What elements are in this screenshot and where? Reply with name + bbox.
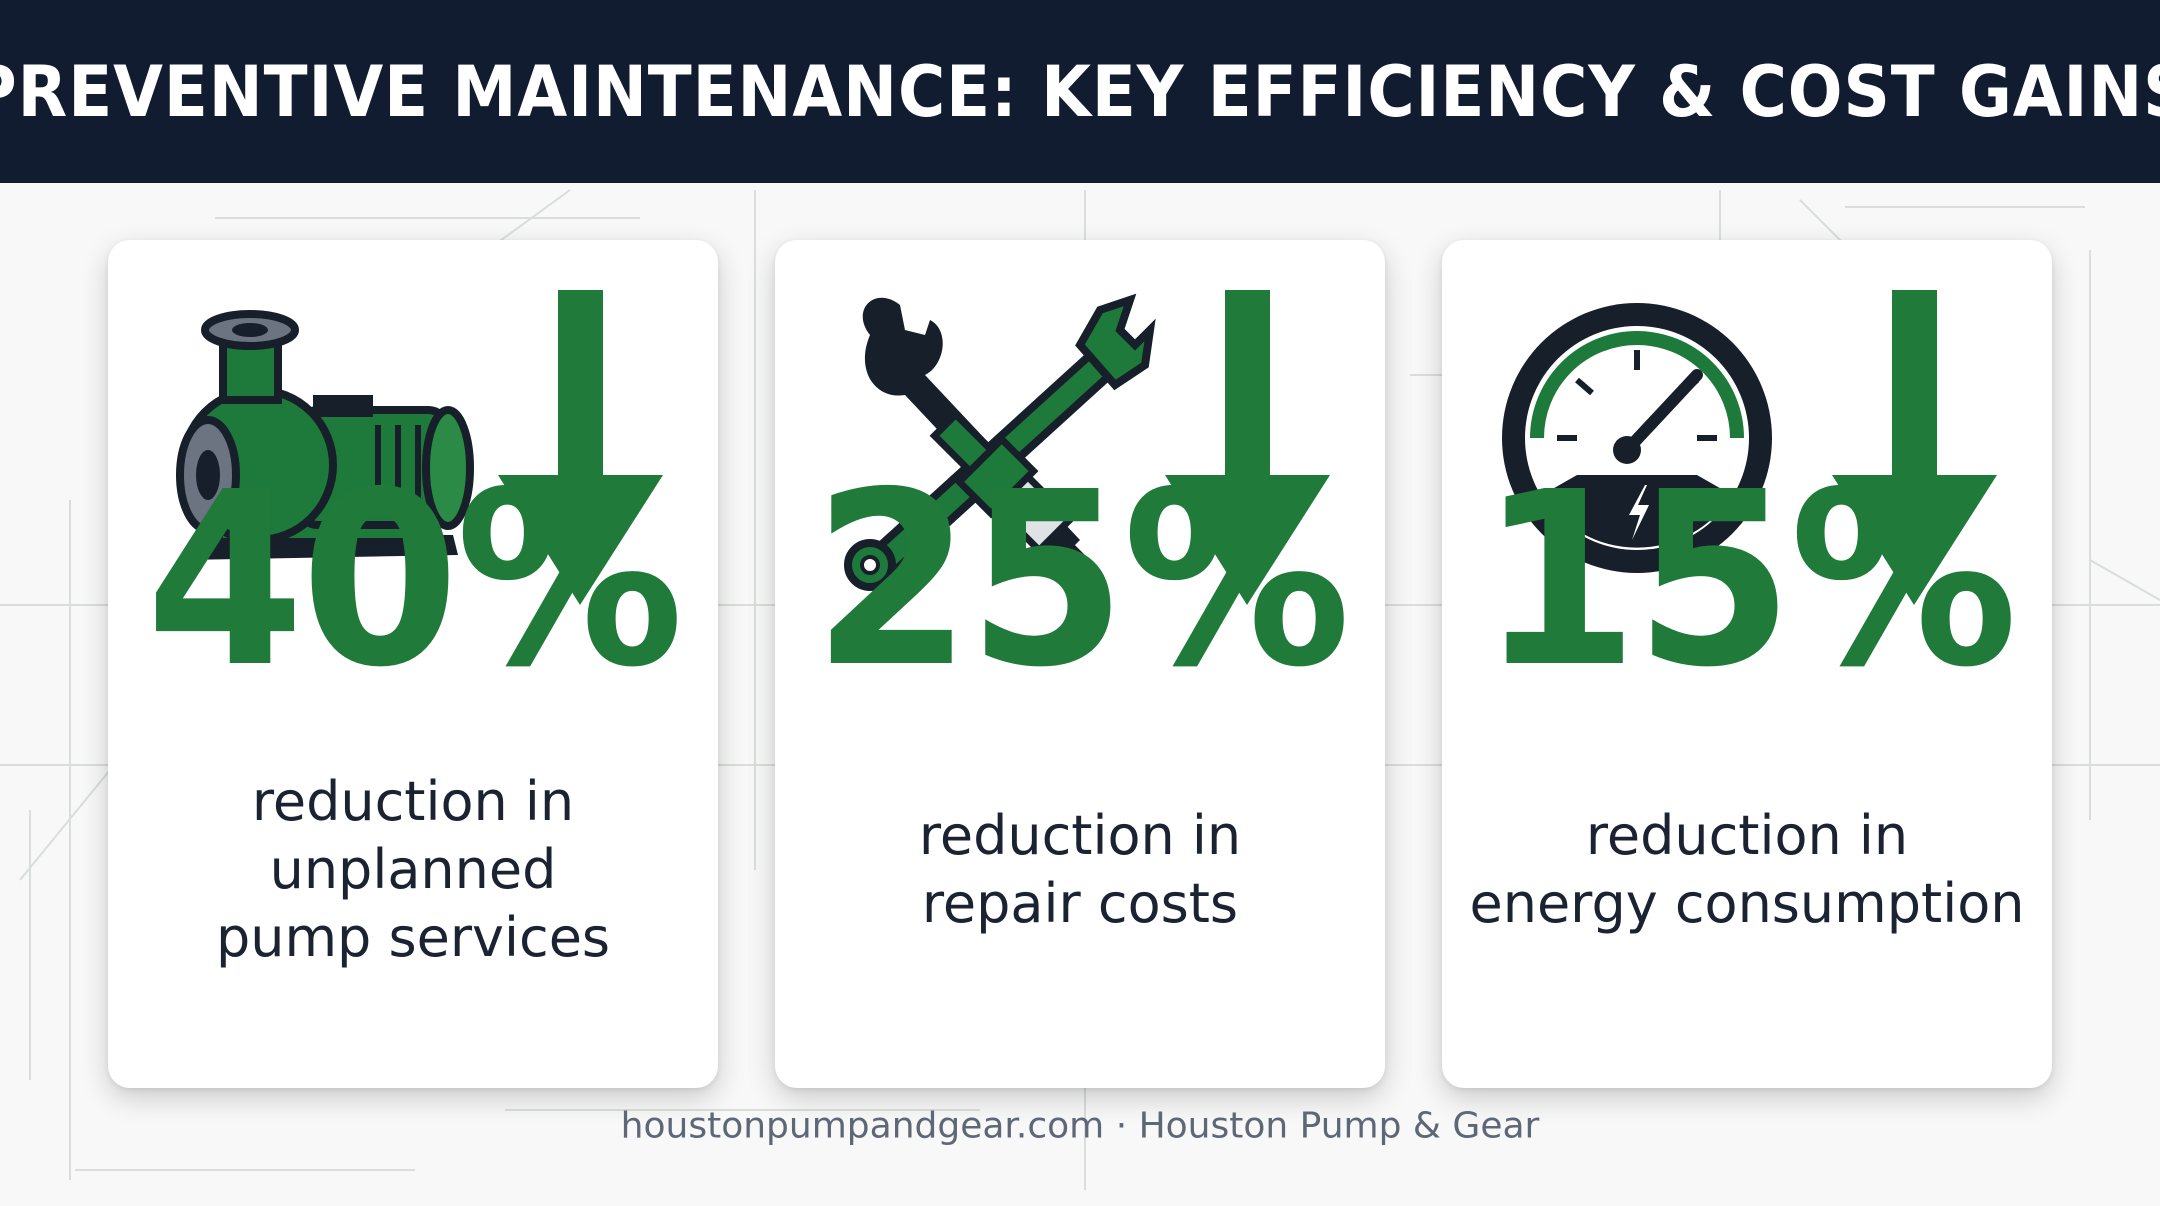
wrench-and-spark-plug-icon	[844, 293, 1156, 591]
stat-value: 40%	[145, 440, 684, 720]
page-title: PREVENTIVE MAINTENANCE: KEY EFFICIENCY &…	[0, 50, 2160, 133]
description-line: reduction in	[918, 804, 1242, 867]
card-icons	[844, 290, 1330, 605]
stat-value: 25%	[812, 440, 1351, 720]
gauge-icon	[1502, 303, 1772, 573]
stat-description: reduction in repair costs	[785, 802, 1375, 938]
stat-card-pump: 40% reduction in unplanned pump services	[108, 240, 718, 1088]
stat-description: reduction in unplanned pump services	[118, 768, 708, 972]
stat-value: 15%	[1479, 440, 2018, 720]
description-line: pump services	[215, 906, 611, 969]
pump-icon	[176, 310, 474, 560]
description-line: repair costs	[921, 872, 1239, 935]
down-arrow-icon	[1832, 290, 1997, 605]
description-line: energy consumption	[1469, 872, 2025, 935]
description-line: reduction in	[1585, 804, 1909, 867]
card-icons	[176, 290, 663, 605]
down-arrow-icon	[498, 290, 663, 605]
down-arrow-icon	[1165, 290, 1330, 605]
description-line: reduction in unplanned	[251, 770, 575, 901]
stat-card-energy: 15% reduction in energy consumption	[1442, 240, 2052, 1088]
stat-card-repair: 25% reduction in repair costs	[775, 240, 1385, 1088]
footer-credit: houstonpumpandgear.com · Houston Pump & …	[620, 1105, 1540, 1147]
header-banner: PREVENTIVE MAINTENANCE: KEY EFFICIENCY &…	[0, 0, 2160, 183]
card-icons	[1502, 290, 1997, 605]
stat-description: reduction in energy consumption	[1452, 802, 2042, 938]
